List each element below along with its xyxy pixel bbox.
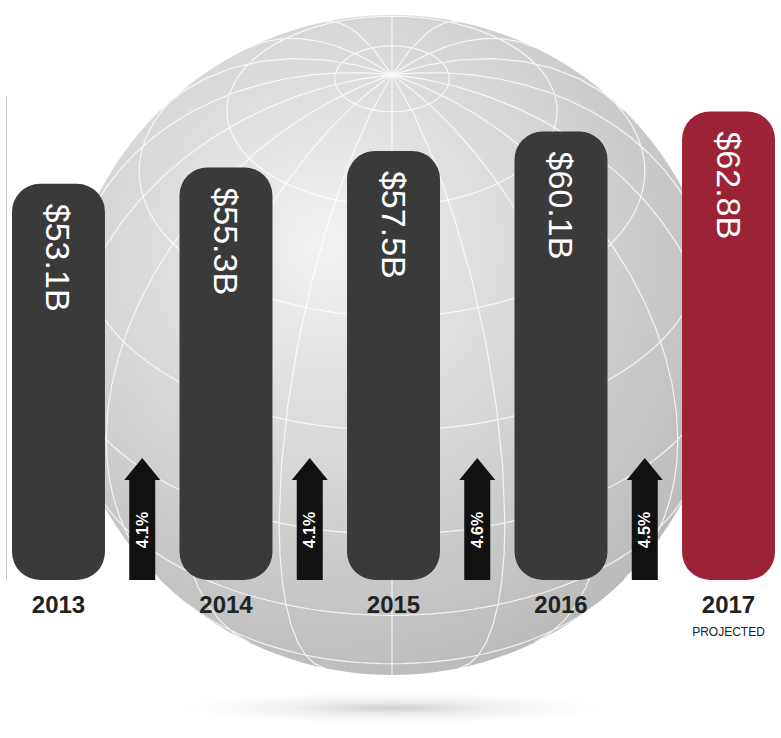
globe-graticule: [62, 15, 722, 675]
growth-label: 4.5%: [636, 512, 653, 548]
globe-sphere: [62, 15, 722, 675]
x-tick-label: 2017: [702, 591, 755, 618]
chart: $53.1B$55.3B$57.5B$60.1B$62.8B2013201420…: [0, 0, 781, 738]
bar: [347, 151, 440, 580]
y-axis: [6, 96, 7, 581]
growth-label: 4.1%: [301, 512, 318, 548]
x-axis: 2013 2014 2015 2016 2017: [32, 580, 755, 618]
x-tick: 2016: [534, 580, 587, 618]
data-label: $62.8B: [710, 131, 748, 239]
x-tick: 2017: [702, 580, 755, 618]
growth-arrow: [627, 458, 663, 580]
growth-label: 4.6%: [469, 512, 486, 548]
data-label: $53.1B: [39, 204, 77, 312]
growth-arrows: 4.1% 4.1% 4.6% 4.5%: [124, 458, 663, 580]
growth-arrow: [459, 458, 495, 580]
x-tick-label: 2015: [367, 591, 420, 618]
data-labels: $53.1B $55.3B $57.5B $60.1B $62.8B: [39, 131, 747, 311]
annotation: PROJECTED: [692, 625, 765, 639]
growth-arrow: [292, 458, 328, 580]
x-tick: 2015: [367, 580, 420, 618]
data-label: $60.1B: [542, 152, 580, 260]
bars: [12, 111, 775, 580]
data-label: $55.3B: [207, 187, 245, 295]
x-tick: 2014: [199, 580, 253, 618]
x-tick-label: 2014: [199, 591, 253, 618]
growth-arrow: [124, 458, 160, 580]
bar: [12, 184, 105, 580]
globe: [62, 15, 722, 726]
bar: [515, 132, 608, 580]
x-tick-label: 2013: [32, 591, 85, 618]
data-label: $57.5B: [375, 171, 413, 279]
x-tick-label: 2016: [534, 591, 587, 618]
bar: [682, 111, 775, 580]
globe-shadow: [152, 690, 632, 726]
x-tick: 2013: [32, 580, 85, 618]
y-axis-line: [6, 96, 7, 581]
growth-label: 4.1%: [134, 512, 151, 548]
bar: [180, 167, 273, 580]
